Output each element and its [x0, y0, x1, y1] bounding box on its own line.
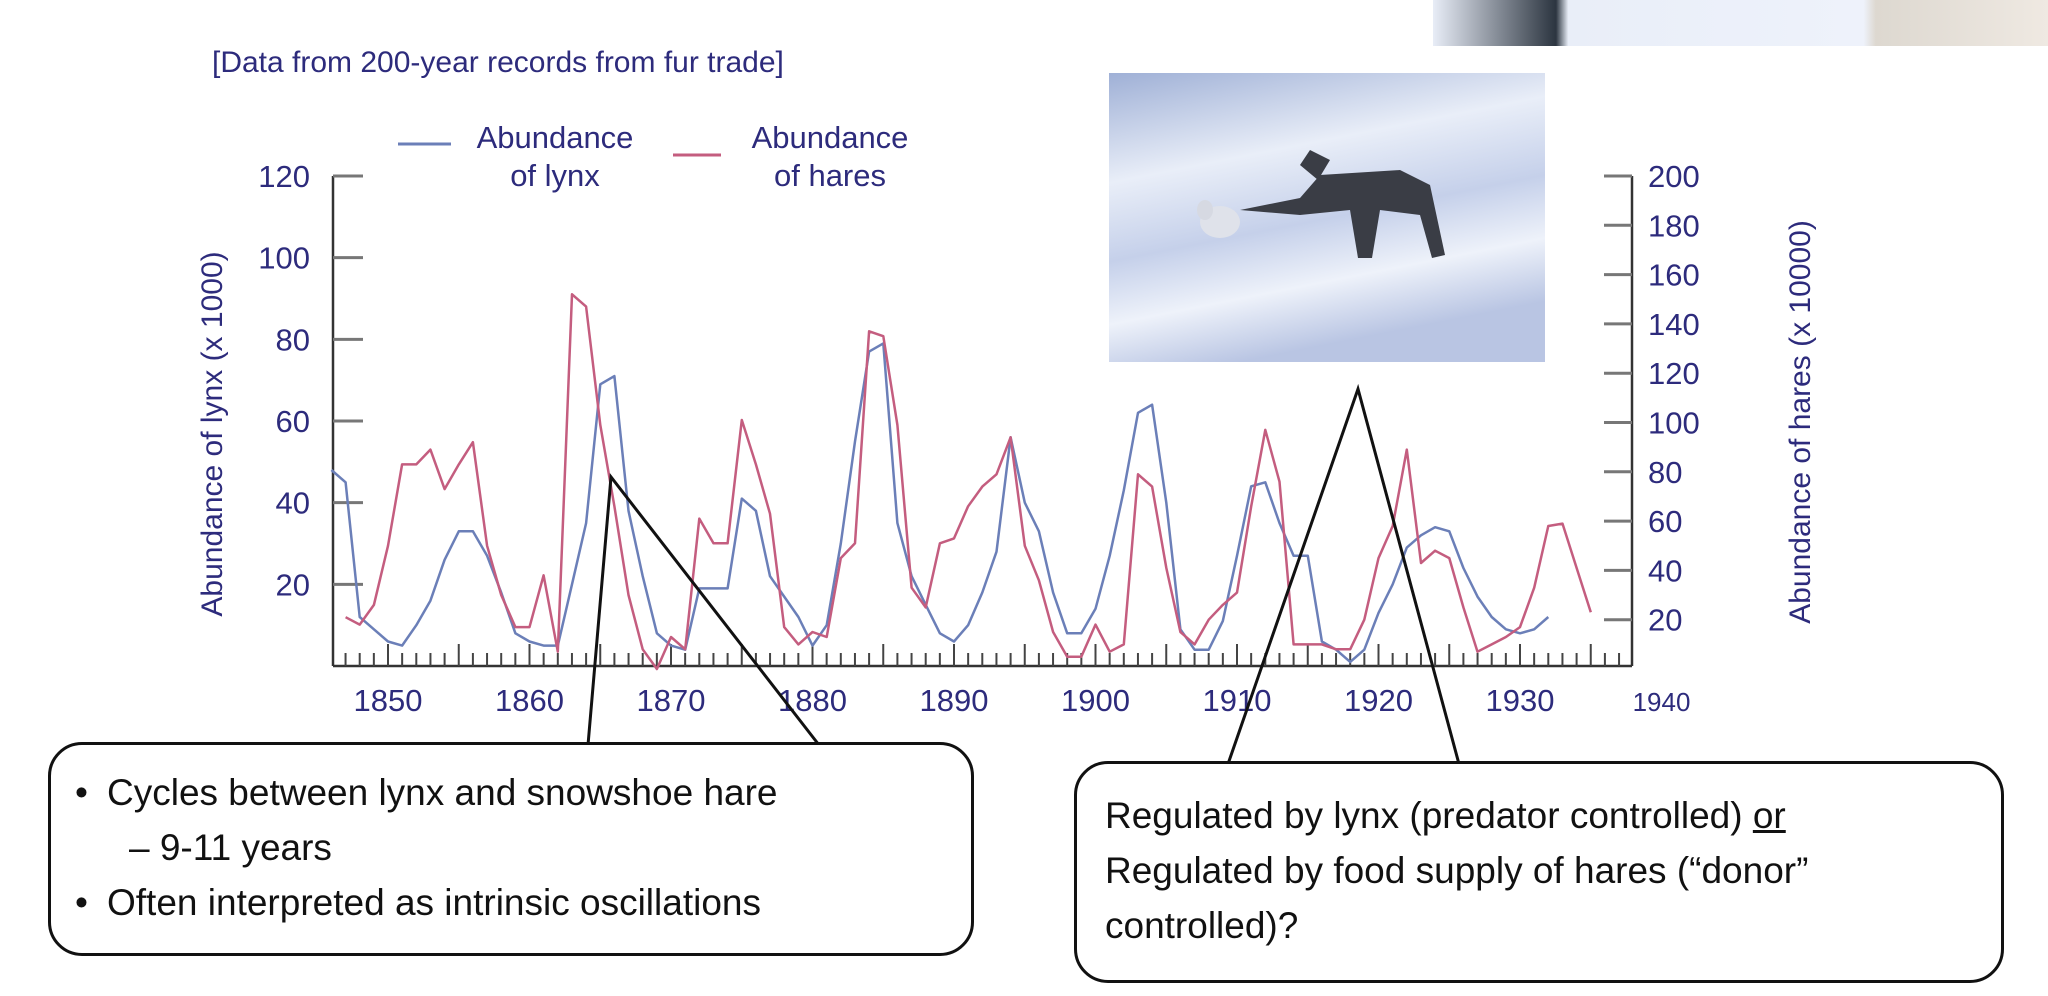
y-axis-right-title: Abundance of hares (x 10000): [1784, 220, 1817, 624]
legend: Abundance of lynx Abundance of hares: [398, 120, 908, 193]
lynx-chasing-hare-photo: [1109, 73, 1545, 362]
y-tick-label-left: 80: [276, 322, 310, 357]
y-tick-label-right: 80: [1648, 455, 1682, 490]
y-tick-label-right: 120: [1648, 356, 1700, 391]
bullet-cycles: Cycles between lynx and snowshoe hare: [73, 765, 971, 820]
legend-hares-label-2: of hares: [774, 158, 886, 193]
callout-right: Regulated by lynx (predator controlled) …: [1074, 761, 2004, 983]
y-tick-label-left: 40: [276, 486, 310, 521]
y-axis-left-title: Abundance of lynx (x 1000): [196, 251, 229, 616]
y-tick-label-left: 100: [258, 241, 310, 276]
callout-left: Cycles between lynx and snowshoe hare – …: [48, 742, 974, 956]
data-source-caption: [Data from 200-year records from fur tra…: [212, 46, 784, 79]
legend-lynx-label-1: Abundance: [477, 120, 634, 155]
x-tick-label: 1940: [1633, 687, 1691, 717]
question-line-2: Regulated by food supply of hares (“dono…: [1105, 850, 1809, 891]
legend-hares-label-1: Abundance: [752, 120, 909, 155]
y-tick-label-right: 200: [1648, 159, 1700, 194]
question-line-1: Regulated by lynx (predator controlled) …: [1105, 795, 1786, 836]
y-tick-label-left: 120: [258, 159, 310, 194]
x-tick-label: 1850: [354, 683, 423, 718]
x-tick-label: 1890: [920, 683, 989, 718]
lynx-series-line: [330, 342, 1550, 664]
hares-series-line: [345, 293, 1592, 671]
or-emphasis: or: [1752, 795, 1786, 836]
y-tick-label-right: 180: [1648, 208, 1700, 243]
x-tick-label: 1930: [1486, 683, 1555, 718]
y-tick-label-right: 20: [1648, 603, 1682, 638]
bullet-intrinsic: Often interpreted as intrinsic oscillati…: [73, 875, 971, 930]
y-tick-label-right: 60: [1648, 504, 1682, 539]
x-tick-label: 1860: [495, 683, 564, 718]
y-tick-label-left: 60: [276, 404, 310, 439]
callout-right-pointer: [1226, 383, 1461, 765]
y-tick-label-right: 100: [1648, 406, 1700, 441]
x-tick-label: 1910: [1203, 683, 1272, 718]
photo-strip-top: [1433, 0, 2048, 46]
x-tick-label: 1880: [778, 683, 847, 718]
x-tick-label: 1900: [1061, 683, 1130, 718]
x-tick-label: 1920: [1344, 683, 1413, 718]
y-tick-label-right: 40: [1648, 553, 1682, 588]
question-line-3: controlled)?: [1105, 905, 1299, 946]
sub-bullet-years: – 9-11 years: [129, 827, 332, 868]
x-tick-label: 1870: [637, 683, 706, 718]
y-tick-label-left: 20: [276, 567, 310, 602]
callout-left-pointer: [586, 473, 821, 746]
y-tick-label-right: 140: [1648, 307, 1700, 342]
legend-lynx-label-2: of lynx: [510, 158, 600, 193]
y-tick-label-right: 160: [1648, 258, 1700, 293]
